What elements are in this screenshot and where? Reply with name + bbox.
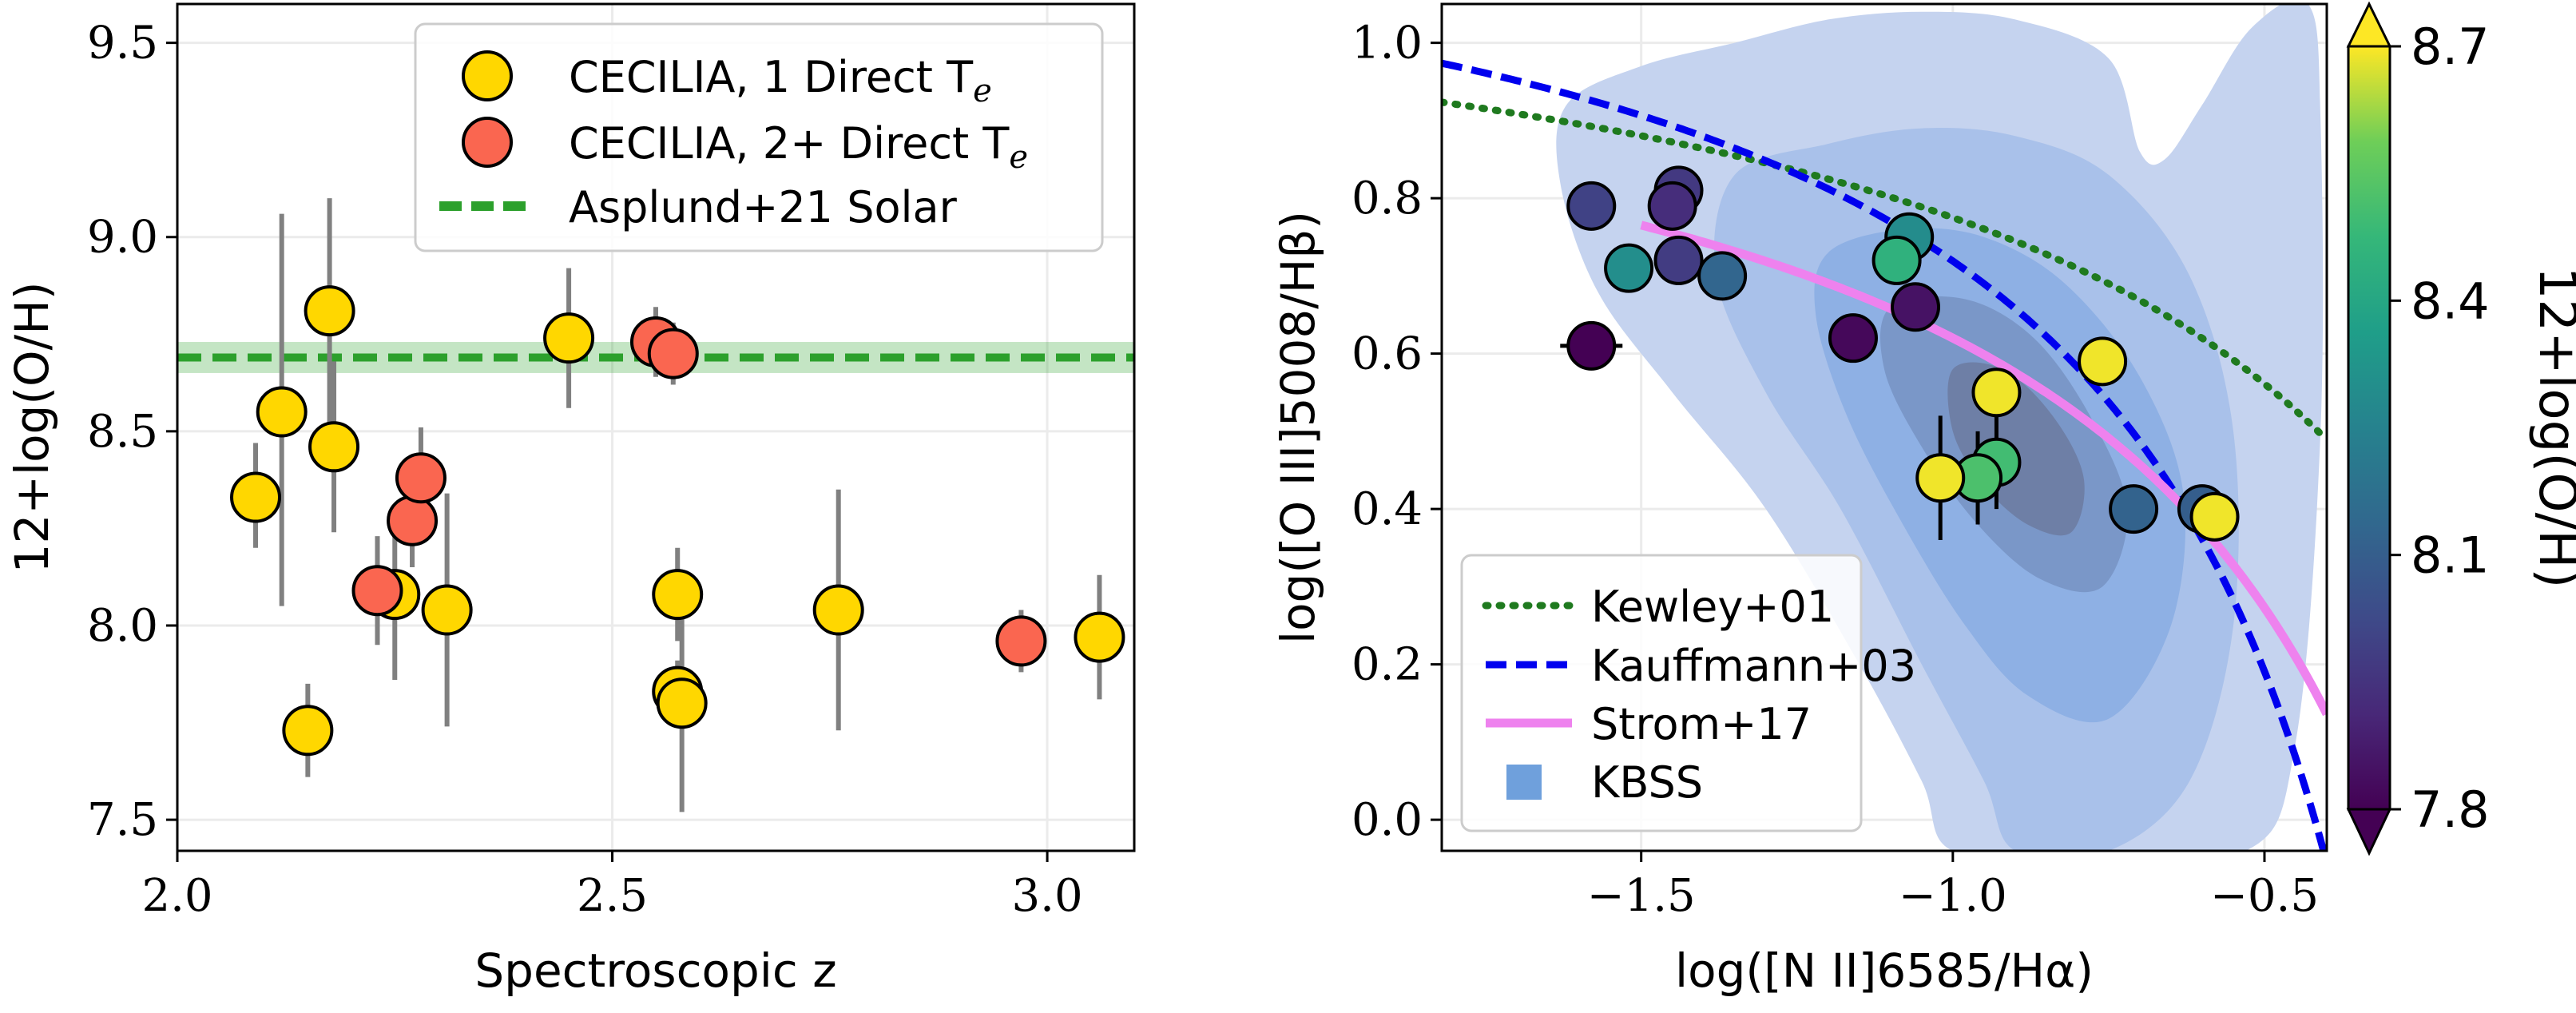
right-xtick-label: −1.0 — [1899, 870, 2007, 922]
point-1-direct-te — [652, 569, 704, 621]
right-chart: −1.5 −1.0 −0.5 0.0 0.2 0.4 0.6 0.8 1.0 log([N II… — [1271, 1, 2576, 998]
point-1-direct-te — [282, 705, 334, 757]
bpt-data-point — [1604, 243, 1654, 293]
colorbar-tick-label: 8.7 — [2411, 18, 2490, 76]
bpt-data-point — [2109, 484, 2159, 534]
bpt-data-point — [1971, 367, 2022, 418]
right-ytick-label: 0.8 — [1352, 173, 1423, 224]
left-xtick-label: 2.0 — [141, 870, 212, 922]
bpt-data-point — [1697, 251, 1748, 301]
legend-label-1-te: CECILIA, 1 Direct Te — [569, 52, 992, 109]
left-xlabel: Spectroscopic z — [474, 943, 836, 998]
bpt-data-point — [1871, 235, 1922, 285]
colorbar-ticks: 7.8 8.1 8.4 8.7 — [2390, 18, 2490, 839]
point-2plus-direct-te — [387, 495, 439, 546]
left-legend-box — [414, 22, 1104, 252]
bpt-data-point — [1828, 313, 1878, 363]
left-ytick-label: 9.5 — [87, 18, 158, 70]
left-legend: CECILIA, 1 Direct Te CECILIA, 2+ Direct … — [414, 22, 1104, 252]
bpt-data-point — [2078, 336, 2128, 387]
bpt-data-point — [1915, 453, 1966, 503]
left-plot-frame — [176, 2, 1136, 852]
legend-marker-2plus-te — [462, 117, 513, 168]
point-1-direct-te — [543, 312, 595, 364]
colorbar-tick-label: 7.8 — [2411, 781, 2490, 839]
right-data-points — [1566, 165, 2240, 542]
bpt-data-point — [1653, 235, 1704, 285]
point-1-direct-te — [812, 584, 864, 636]
point-1-direct-te — [256, 386, 308, 438]
colorbar-gradient — [2347, 45, 2391, 811]
right-plot-frame — [1440, 2, 2328, 852]
point-2plus-direct-te — [351, 565, 403, 617]
point-2plus-direct-te — [647, 328, 699, 379]
point-1-direct-te — [304, 285, 355, 337]
right-ylabel: log([O III]5008/Hβ) — [1271, 211, 1325, 644]
legend-label-solar: Asplund+21 Solar — [569, 182, 958, 232]
colorbar-extend-top — [2346, 1, 2392, 48]
bpt-data-point — [2189, 491, 2240, 542]
left-xtick-label: 3.0 — [1012, 870, 1083, 922]
bpt-data-point — [1891, 282, 1941, 332]
right-ytick-label: 0.0 — [1352, 794, 1423, 846]
left-ylabel: 12+log(O/H) — [5, 282, 59, 574]
point-1-direct-te — [421, 584, 473, 636]
bpt-data-point — [1647, 181, 1697, 231]
point-2plus-direct-te — [995, 615, 1047, 667]
right-xtick-label: −0.5 — [2210, 870, 2319, 922]
left-data-points — [230, 285, 1125, 757]
left-ytick-label: 8.0 — [87, 600, 158, 652]
point-1-direct-te — [656, 677, 708, 729]
bpt-data-point — [1566, 320, 1617, 371]
right-ytick-label: 0.4 — [1352, 483, 1423, 535]
right-legend-box — [1460, 554, 1863, 832]
right-ytick-label: 0.2 — [1352, 639, 1423, 691]
legend-marker-1-te — [462, 50, 513, 101]
left-ytick-label: 9.0 — [87, 212, 158, 264]
left-chart: 2.0 2.5 3.0 7.5 8.0 8.5 9.0 9.5 Spectroscopic z… — [5, 2, 1136, 998]
legend-label-2plus-te: CECILIA, 2+ Direct Te — [569, 118, 1028, 176]
left-xtick-label: 2.5 — [577, 870, 648, 922]
colorbar-tick-label: 8.1 — [2411, 526, 2490, 585]
left-ytick-label: 7.5 — [87, 794, 158, 846]
legend-label-kewley: Kewley+01 — [1591, 582, 1834, 632]
point-1-direct-te — [1074, 611, 1125, 663]
left-axis-ticks: 2.0 2.5 3.0 7.5 8.0 8.5 9.0 9.5 — [87, 18, 1083, 922]
colorbar-tick-label: 8.4 — [2411, 272, 2490, 330]
right-legend: Kewley+01 Kauffmann+03 Strom+17 KBSS — [1460, 554, 1916, 832]
legend-label-kbss: KBSS — [1591, 757, 1703, 808]
right-ytick-label: 1.0 — [1352, 18, 1423, 70]
colorbar: 7.8 8.1 8.4 8.7 12+log(O/H) — [2346, 1, 2576, 856]
right-axis-ticks: −1.5 −1.0 −0.5 0.0 0.2 0.4 0.6 0.8 1.0 — [1352, 18, 2319, 922]
bpt-data-point — [1566, 181, 1617, 231]
point-1-direct-te — [308, 421, 360, 473]
right-xlabel: log([N II]6585/Hα) — [1675, 943, 2094, 998]
point-2plus-direct-te — [395, 452, 447, 504]
legend-label-strom: Strom+17 — [1591, 699, 1812, 749]
kewley01-curve — [1442, 98, 2327, 444]
legend-kbss-swatch — [1506, 765, 1542, 800]
legend-label-kauffmann: Kauffmann+03 — [1591, 641, 1916, 691]
left-ytick-label: 8.5 — [87, 406, 158, 458]
right-xtick-label: −1.5 — [1587, 870, 1696, 922]
point-1-direct-te — [230, 471, 282, 523]
colorbar-label: 12+log(O/H) — [2527, 267, 2576, 589]
colorbar-extend-bottom — [2346, 808, 2392, 856]
right-ytick-label: 0.6 — [1352, 328, 1423, 380]
